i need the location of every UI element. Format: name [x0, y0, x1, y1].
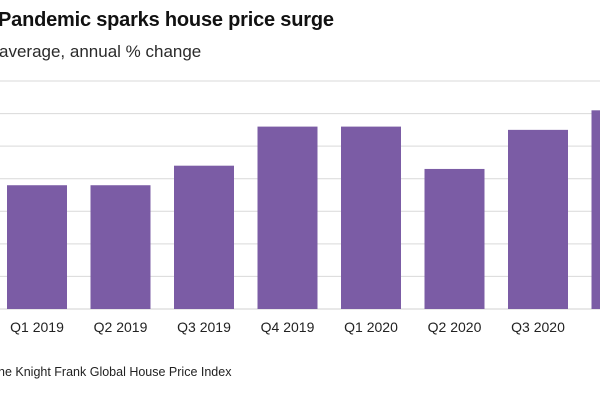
bar-q3-2020 [508, 129, 568, 309]
x-tick-label: Q2 2020 [428, 319, 482, 335]
x-tick-label: Q1 2019 [10, 319, 64, 335]
bars [7, 110, 600, 309]
bar-q2-2020 [424, 168, 485, 309]
bar-q [591, 110, 600, 309]
bar-q4-2019 [257, 126, 318, 309]
source-note: he Knight Frank Global House Price Index [0, 365, 232, 379]
bar-q1-2020 [341, 126, 401, 309]
chart-title: Pandemic sparks house price surge [0, 9, 334, 31]
bar-q3-2019 [174, 165, 234, 309]
x-tick-label: Q3 2020 [511, 319, 565, 335]
bar-q2-2019 [90, 185, 151, 309]
x-tick-label: Q2 2019 [94, 319, 148, 335]
bar-q1-2019 [7, 185, 67, 309]
chart-subtitle: average, annual % change [0, 42, 202, 61]
x-tick-label: Q4 2019 [261, 319, 315, 335]
x-tick-label: Q1 2020 [344, 319, 398, 335]
x-tick-label: Q3 2019 [177, 319, 231, 335]
x-axis-labels: Q1 2019 Q2 2019 Q3 2019 Q4 2019 Q1 2020 Q2 20… [10, 319, 565, 335]
